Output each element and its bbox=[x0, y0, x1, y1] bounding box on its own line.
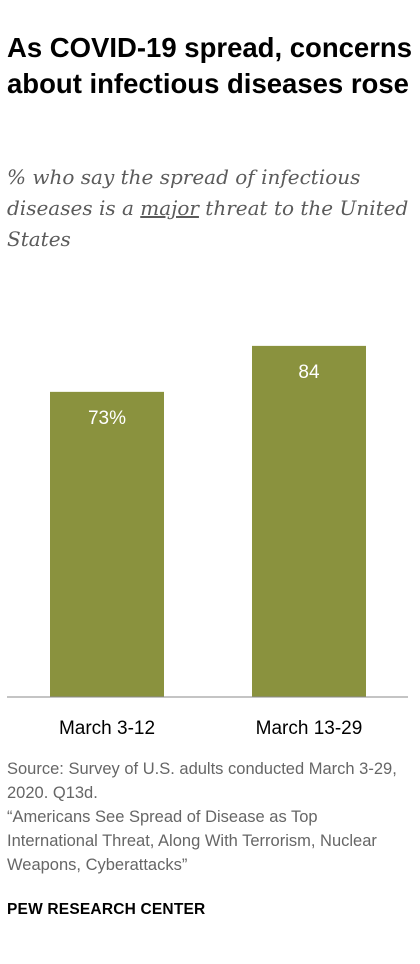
chart-subtitle: % who say the spread of infectious disea… bbox=[7, 162, 412, 255]
bar-1 bbox=[50, 391, 164, 697]
bars-group bbox=[50, 345, 366, 697]
subtitle-text-after: threat to the United States bbox=[7, 196, 409, 251]
category-label-1: March 3-12 bbox=[59, 718, 155, 739]
source-line: Source: Survey of U.S. adults conducted … bbox=[7, 760, 397, 802]
source-note: Source: Survey of U.S. adults conducted … bbox=[7, 757, 412, 877]
labels-group: 73% March 3-12 84 March 13-29 bbox=[59, 362, 362, 739]
bar-2 bbox=[252, 345, 366, 697]
data-label-1: 73% bbox=[88, 408, 126, 429]
report-title-line: “Americans See Spread of Disease as Top … bbox=[7, 808, 377, 874]
data-label-2: 84 bbox=[298, 362, 320, 383]
subtitle-emphasis: major bbox=[140, 196, 199, 220]
subtitle-text-before: % who say the spread of infectious disea… bbox=[7, 165, 361, 220]
chart-title: As COVID-19 spread, concerns about infec… bbox=[7, 32, 413, 99]
brand-footer: PEW RESEARCH CENTER bbox=[7, 901, 206, 918]
bar-chart: 73% March 3-12 84 March 13-29 bbox=[7, 345, 408, 739]
category-label-2: March 13-29 bbox=[256, 718, 363, 739]
